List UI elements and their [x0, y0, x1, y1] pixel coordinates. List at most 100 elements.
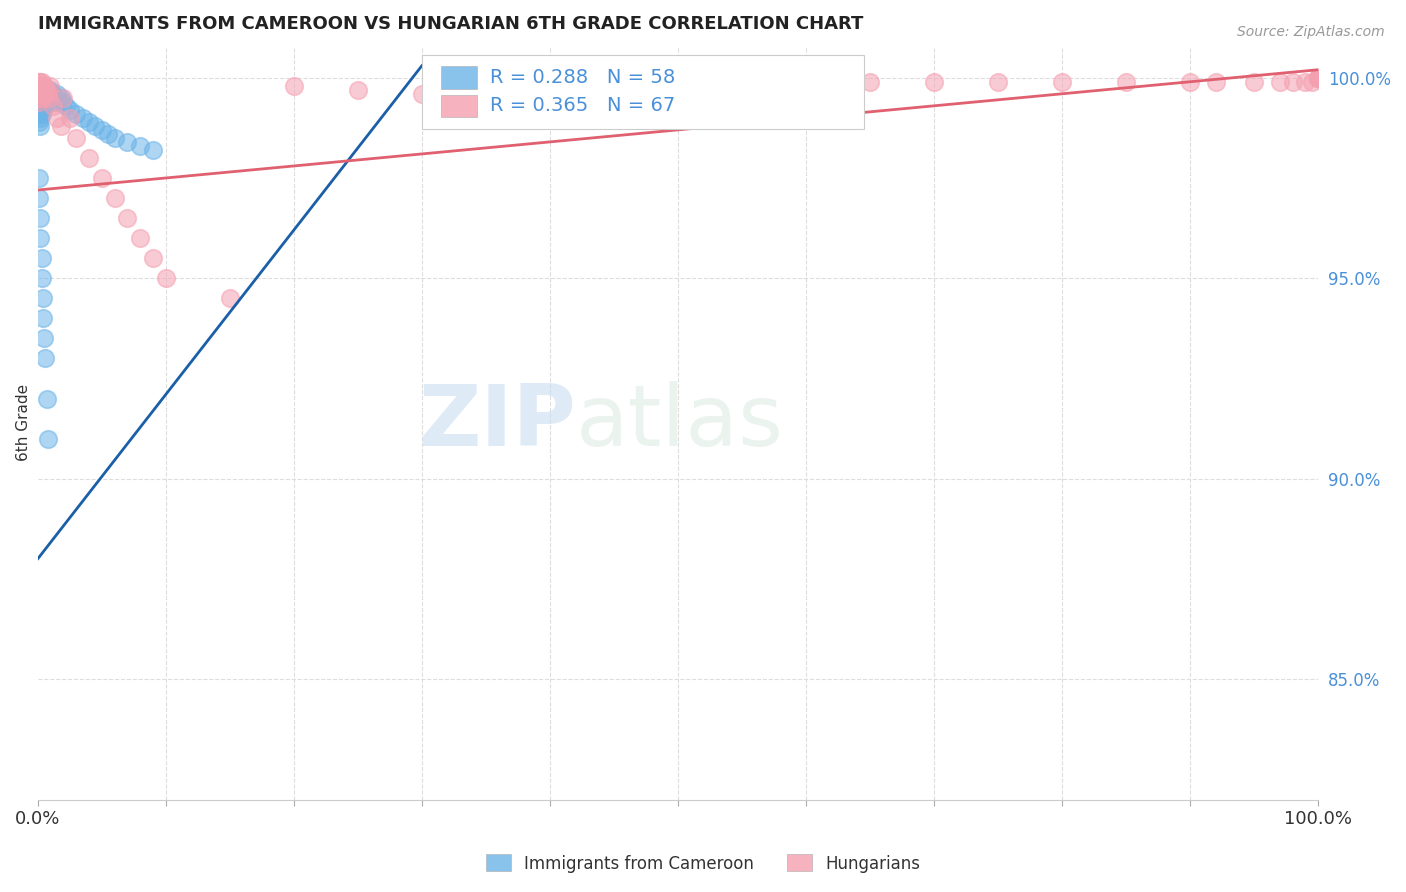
Point [97, 127, 120, 141]
Point [45, 111, 67, 125]
Point [142, 251, 165, 265]
Point [35, 83, 58, 97]
Point [30, 87, 52, 101]
Point [1281, 75, 1303, 89]
Point [30, 87, 52, 101]
Point [39, 91, 62, 105]
Point [28, 95, 51, 109]
Point [39, 78, 62, 93]
Point [538, 75, 561, 89]
Point [31, 87, 53, 101]
Point [35, 392, 58, 406]
Text: IMMIGRANTS FROM CAMEROON VS HUNGARIAN 6TH GRADE CORRELATION CHART: IMMIGRANTS FROM CAMEROON VS HUNGARIAN 6T… [38, 15, 863, 33]
Point [30, 119, 52, 133]
Point [1268, 75, 1291, 89]
Point [31, 291, 53, 305]
Point [31, 311, 53, 326]
Point [987, 75, 1010, 89]
Point [37, 91, 59, 105]
Point [39, 83, 62, 97]
Point [28, 87, 51, 101]
Point [28, 78, 51, 93]
Point [55, 99, 77, 113]
Point [28, 83, 51, 97]
Point [1243, 75, 1265, 89]
Point [31, 91, 53, 105]
FancyBboxPatch shape [422, 54, 863, 128]
Point [30, 78, 52, 93]
Point [32, 331, 55, 345]
Point [117, 211, 139, 225]
Point [30, 75, 52, 89]
Point [28, 191, 51, 205]
Point [283, 78, 305, 93]
Point [52, 91, 75, 105]
Point [31, 103, 53, 117]
Point [59, 111, 82, 125]
Point [49, 119, 72, 133]
Point [28, 83, 51, 97]
Point [32, 83, 55, 97]
Point [31, 251, 53, 265]
Point [72, 111, 94, 125]
Y-axis label: 6th Grade: 6th Grade [15, 384, 31, 461]
Point [59, 103, 82, 117]
Point [30, 111, 52, 125]
Point [30, 91, 52, 105]
Point [103, 191, 125, 205]
Point [34, 351, 56, 366]
Point [31, 75, 53, 89]
Point [31, 87, 53, 101]
Point [28, 107, 51, 121]
Point [28, 99, 51, 113]
Point [52, 95, 75, 109]
Point [38, 91, 60, 105]
Point [34, 87, 56, 101]
Point [922, 75, 945, 89]
Point [42, 87, 65, 101]
Point [77, 151, 100, 165]
Point [32, 83, 55, 97]
Point [129, 231, 152, 245]
Text: R = 0.365   N = 67: R = 0.365 N = 67 [489, 96, 675, 115]
Point [1301, 75, 1323, 89]
Point [794, 75, 817, 89]
Legend: Immigrants from Cameroon, Hungarians: Immigrants from Cameroon, Hungarians [479, 847, 927, 880]
Point [34, 83, 56, 97]
Point [32, 87, 55, 101]
Point [603, 78, 626, 93]
Point [731, 75, 754, 89]
Point [28, 75, 51, 89]
Text: atlas: atlas [575, 381, 783, 464]
Point [35, 91, 58, 105]
Point [218, 291, 240, 305]
Point [49, 91, 72, 105]
Point [84, 119, 107, 133]
Point [31, 95, 53, 109]
Text: R = 0.288   N = 58: R = 0.288 N = 58 [489, 68, 675, 87]
Point [37, 87, 59, 101]
Point [30, 95, 52, 109]
Point [666, 75, 689, 89]
Point [90, 171, 112, 186]
Point [45, 87, 67, 101]
Point [32, 78, 55, 93]
Point [31, 107, 53, 121]
Point [90, 123, 112, 137]
Point [347, 83, 370, 97]
Point [34, 95, 56, 109]
Point [46, 95, 69, 109]
Point [37, 83, 59, 97]
Point [1308, 70, 1330, 85]
Bar [441, 66, 477, 88]
Point [155, 271, 177, 285]
Point [31, 78, 53, 93]
Point [65, 107, 87, 121]
Point [31, 83, 53, 97]
Point [28, 91, 51, 105]
Point [1115, 75, 1137, 89]
Point [1308, 70, 1330, 85]
Point [77, 115, 100, 129]
Point [34, 87, 56, 101]
Point [142, 143, 165, 157]
